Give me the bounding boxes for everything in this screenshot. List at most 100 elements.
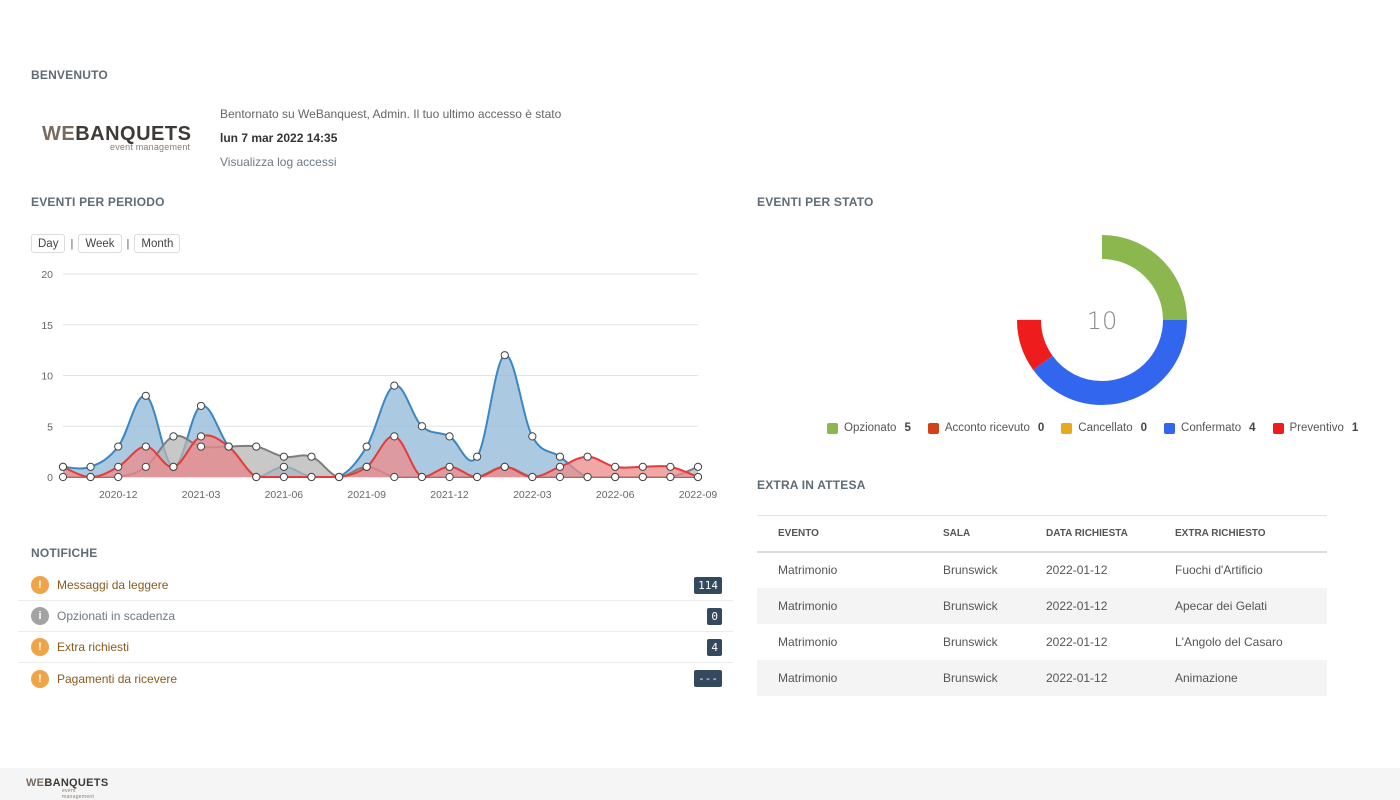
cell-data-richiesta: 2022-01-12 [1046, 634, 1108, 649]
notification-item[interactable]: ! Pagamenti da ricevere --- [18, 663, 733, 694]
notification-item[interactable]: ! Messaggi da leggere 114 [18, 570, 733, 601]
series-1-point [196, 442, 206, 451]
x-tick-label: 2022-06 [596, 489, 635, 501]
welcome-message: Bentornato su WeBanquest, Admin. Il tuo … [220, 107, 562, 121]
series-2-point [583, 452, 592, 461]
column-header-sala[interactable]: SALA [943, 515, 1046, 553]
range-month-button[interactable]: Month [134, 234, 181, 253]
extra-pending-title: EXTRA IN ATTESA [757, 478, 866, 492]
last-access-date: lun 7 mar 2022 14:35 [220, 131, 338, 145]
cell-extra-richiesto: L'Angolo del Casaro [1175, 634, 1283, 649]
legend-swatch [827, 422, 838, 434]
table-row[interactable]: Matrimonio Brunswick 2022-01-12 Animazio… [757, 659, 1327, 696]
series-1-point [638, 472, 647, 482]
cell-evento: Matrimonio [757, 587, 943, 624]
legend-item[interactable]: Opzionato 5 [827, 422, 911, 434]
logo-banquets: BANQUETS [75, 123, 192, 145]
notification-item[interactable]: i Opzionati in scadenza 0 [18, 601, 733, 632]
cell-evento: Matrimonio [757, 659, 943, 696]
table-header-row: EVENTO SALA DATA RICHIESTA EXTRA RICHIES… [757, 515, 1327, 553]
range-separator: | [70, 237, 74, 250]
events-period-title: EVENTI PER PERIODO [31, 195, 165, 209]
notification-count-badge: --- [694, 670, 722, 687]
column-header-evento[interactable]: EVENTO [757, 515, 943, 553]
series-0-point [445, 432, 454, 441]
series-1-point [279, 452, 288, 461]
cell-data-richiesta: 2022-01-12 [1046, 659, 1175, 696]
legend-item[interactable]: Preventivo 1 [1272, 422, 1359, 434]
legend-count: 1 [1351, 422, 1359, 434]
series-2-point [114, 462, 123, 471]
footer-logo-we: WE [26, 777, 45, 789]
series-1-point [666, 472, 675, 482]
cell-sala: Brunswick [943, 587, 1046, 624]
series-0-point [86, 462, 95, 471]
x-tick-label: 2021-03 [182, 489, 221, 501]
y-tick-label: 10 [41, 371, 53, 383]
notification-count-badge: 0 [707, 608, 722, 625]
legend-label: Confermato [1181, 422, 1242, 434]
legend-swatch [1272, 422, 1284, 434]
series-1-point [555, 472, 565, 482]
legend-swatch [927, 422, 939, 434]
table-row[interactable]: Matrimonio Brunswick 2022-01-12 L'Angolo… [757, 624, 1327, 660]
notification-label: Pagamenti da ricevere [57, 671, 178, 686]
series-1-point [252, 442, 261, 451]
footer-logo-banquets: BANQUETS [44, 777, 109, 789]
cell-extra-richiesto: Fuochi d'Artificio [1175, 563, 1263, 577]
x-tick-label: 2021-12 [430, 489, 469, 501]
legend-count: 0 [1037, 422, 1045, 434]
notification-label: Opzionati in scadenza [57, 609, 176, 623]
donut-legend: Opzionato 5 Acconto ricevuto 0 Cancellat… [827, 422, 1375, 434]
legend-label: Cancellato [1078, 422, 1133, 434]
series-2-point [334, 472, 344, 482]
series-0-point [473, 452, 482, 461]
donut-slice-opzionato[interactable] [1017, 235, 1187, 405]
table-row[interactable]: Matrimonio Brunswick 2022-01-12 Apecar d… [757, 587, 1327, 624]
table-row[interactable]: Matrimonio Brunswick 2022-01-12 Fuochi d… [757, 552, 1327, 588]
cell-extra-richiesto: Animazione [1175, 659, 1327, 696]
series-2-point [279, 472, 288, 482]
notification-item[interactable]: ! Extra richiesti 4 [18, 632, 733, 663]
series-2-point [362, 462, 371, 471]
series-2-area [63, 435, 698, 477]
logo-we: WE [42, 123, 76, 145]
series-1-point [58, 472, 68, 482]
logo-subtitle: event management [110, 142, 191, 152]
legend-swatch [1164, 422, 1176, 434]
cell-sala: Brunswick [943, 659, 1046, 696]
series-1-point [611, 472, 620, 482]
x-tick-label: 2022-03 [513, 489, 552, 501]
column-header-data-richiesta[interactable]: DATA RICHIESTA [1046, 515, 1175, 553]
series-1-point [693, 462, 703, 471]
series-2-point [307, 472, 316, 482]
series-2-point [555, 462, 565, 471]
range-day-button[interactable]: Day [31, 234, 66, 253]
series-2-point [224, 442, 233, 451]
series-0-point [500, 351, 509, 360]
series-2-point [666, 462, 675, 471]
legend-item[interactable]: Cancellato 0 [1061, 422, 1147, 434]
series-0-point [141, 391, 150, 400]
y-tick-label: 5 [47, 421, 53, 433]
x-tick-label: 2022-09 [679, 489, 718, 501]
access-log-link[interactable]: Visualizza log accessi [220, 155, 337, 169]
series-1-point [390, 472, 399, 482]
donut-slice-preventivo[interactable] [1017, 235, 1187, 405]
series-2-point [86, 472, 95, 482]
range-separator: | [126, 237, 130, 250]
info-icon: i [31, 607, 49, 625]
footer-logo[interactable]: WEBANQUETS event management [26, 777, 109, 800]
exclamation-icon: ! [31, 638, 49, 656]
series-2-point [473, 472, 482, 482]
range-week-button[interactable]: Week [78, 234, 122, 253]
welcome-title: BENVENUTO [31, 68, 108, 82]
legend-count: 5 [904, 422, 911, 434]
series-0-point [362, 442, 371, 451]
column-header-extra-richiesto[interactable]: EXTRA RICHIESTO [1175, 515, 1327, 553]
x-tick-label: 2021-09 [347, 489, 386, 501]
cell-sala: Brunswick [943, 563, 998, 577]
legend-item[interactable]: Acconto ricevuto 0 [927, 422, 1045, 434]
donut-slice-confermato[interactable] [1017, 235, 1187, 405]
legend-item[interactable]: Confermato 4 [1164, 422, 1256, 434]
